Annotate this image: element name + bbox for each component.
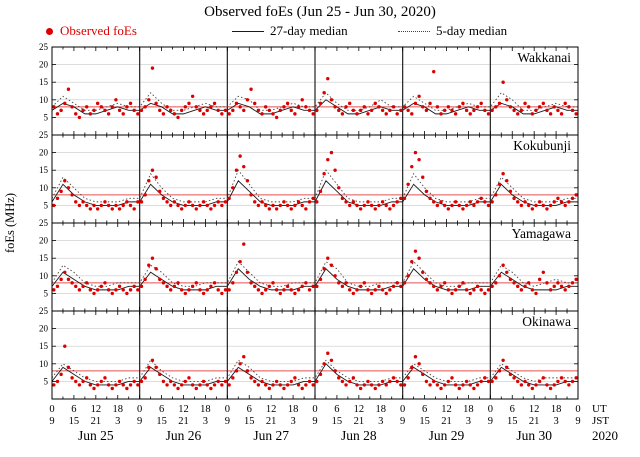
svg-text:6: 6 [510,404,515,415]
svg-text:25: 25 [39,306,49,316]
svg-text:2020: 2020 [592,428,618,443]
svg-text:3: 3 [290,416,295,427]
svg-text:15: 15 [69,416,80,427]
svg-text:9: 9 [575,416,580,427]
legend-item-observed: Observed foEs [46,23,137,39]
svg-text:15: 15 [39,165,49,175]
svg-text:18: 18 [551,404,562,415]
svg-text:10: 10 [39,183,49,193]
svg-text:21: 21 [441,416,452,427]
svg-text:Kokubunji: Kokubunji [513,138,571,153]
svg-text:5: 5 [44,376,49,386]
svg-text:18: 18 [463,404,474,415]
svg-text:3: 3 [378,416,383,427]
svg-text:9: 9 [49,416,54,427]
legend-median27-label: 27-day median [270,23,348,38]
svg-text:10: 10 [39,271,49,281]
svg-text:10: 10 [39,95,49,105]
svg-text:15: 15 [39,253,49,263]
svg-text:12: 12 [266,404,277,415]
svg-text:Yamagawa: Yamagawa [512,226,571,241]
svg-text:Jun 27: Jun 27 [253,428,289,443]
svg-text:0: 0 [488,404,493,415]
svg-text:12: 12 [441,404,452,415]
observed-dot-icon [46,27,53,35]
svg-text:25: 25 [39,218,49,228]
svg-text:25: 25 [39,130,49,140]
svg-text:6: 6 [247,404,252,415]
svg-text:5: 5 [44,288,49,298]
svg-text:15: 15 [419,416,430,427]
legend-item-median27: 27-day median [232,23,348,39]
svg-text:JST: JST [592,415,609,427]
page-title: Observed foEs (Jun 25 - Jun 30, 2020) [204,4,436,20]
dotted-line-icon [398,30,430,32]
foes-chart: Wakkanai 5 10 15 20 25 Kokubunji 5 10 15 20 25 Yamag… [3,43,618,443]
svg-text:3: 3 [466,416,471,427]
svg-text:6: 6 [422,404,427,415]
svg-text:3: 3 [203,416,208,427]
svg-text:Okinawa: Okinawa [522,314,571,329]
svg-text:18: 18 [200,404,211,415]
svg-text:Wakkanai: Wakkanai [517,50,571,65]
svg-text:12: 12 [178,404,189,415]
svg-text:15: 15 [332,416,343,427]
svg-text:15: 15 [39,341,49,351]
svg-text:0: 0 [312,404,317,415]
svg-text:15: 15 [507,416,518,427]
svg-text:Jun 30: Jun 30 [516,428,552,443]
svg-text:0: 0 [49,404,54,415]
legend: Observed foEs 27-day median 5-day median [0,21,640,43]
svg-text:9: 9 [400,416,405,427]
svg-text:UT: UT [592,403,607,415]
svg-text:20: 20 [39,324,49,334]
svg-text:15: 15 [156,416,167,427]
svg-text:12: 12 [354,404,365,415]
svg-text:5: 5 [44,112,49,122]
svg-text:9: 9 [488,416,493,427]
svg-text:0: 0 [400,404,405,415]
svg-text:18: 18 [288,404,299,415]
svg-text:3: 3 [553,416,558,427]
svg-text:foEs (MHz): foEs (MHz) [3,193,17,253]
svg-text:Jun 25: Jun 25 [78,428,114,443]
svg-text:0: 0 [575,404,580,415]
legend-median5-label: 5-day median [436,23,508,38]
svg-text:20: 20 [39,236,49,246]
svg-text:12: 12 [529,404,540,415]
svg-text:Jun 28: Jun 28 [341,428,377,443]
svg-text:15: 15 [244,416,255,427]
svg-text:9: 9 [137,416,142,427]
svg-text:3: 3 [115,416,120,427]
svg-text:25: 25 [39,43,49,52]
svg-text:20: 20 [39,60,49,70]
svg-text:12: 12 [91,404,102,415]
legend-observed-label: Observed foEs [60,23,137,38]
svg-text:6: 6 [71,404,76,415]
svg-text:21: 21 [529,416,540,427]
svg-text:21: 21 [91,416,102,427]
svg-text:6: 6 [159,404,164,415]
legend-item-median5: 5-day median [398,23,507,39]
svg-text:Jun 26: Jun 26 [166,428,202,443]
svg-text:9: 9 [225,416,230,427]
svg-text:21: 21 [266,416,277,427]
svg-text:6: 6 [334,404,339,415]
svg-text:9: 9 [312,416,317,427]
svg-text:Jun 29: Jun 29 [429,428,465,443]
svg-text:21: 21 [354,416,365,427]
svg-text:0: 0 [225,404,230,415]
svg-text:20: 20 [39,148,49,158]
svg-text:10: 10 [39,359,49,369]
svg-text:21: 21 [178,416,189,427]
svg-text:18: 18 [113,404,124,415]
svg-text:18: 18 [376,404,387,415]
solid-line-icon [232,30,264,32]
svg-text:15: 15 [39,77,49,87]
svg-text:5: 5 [44,200,49,210]
svg-text:0: 0 [137,404,142,415]
